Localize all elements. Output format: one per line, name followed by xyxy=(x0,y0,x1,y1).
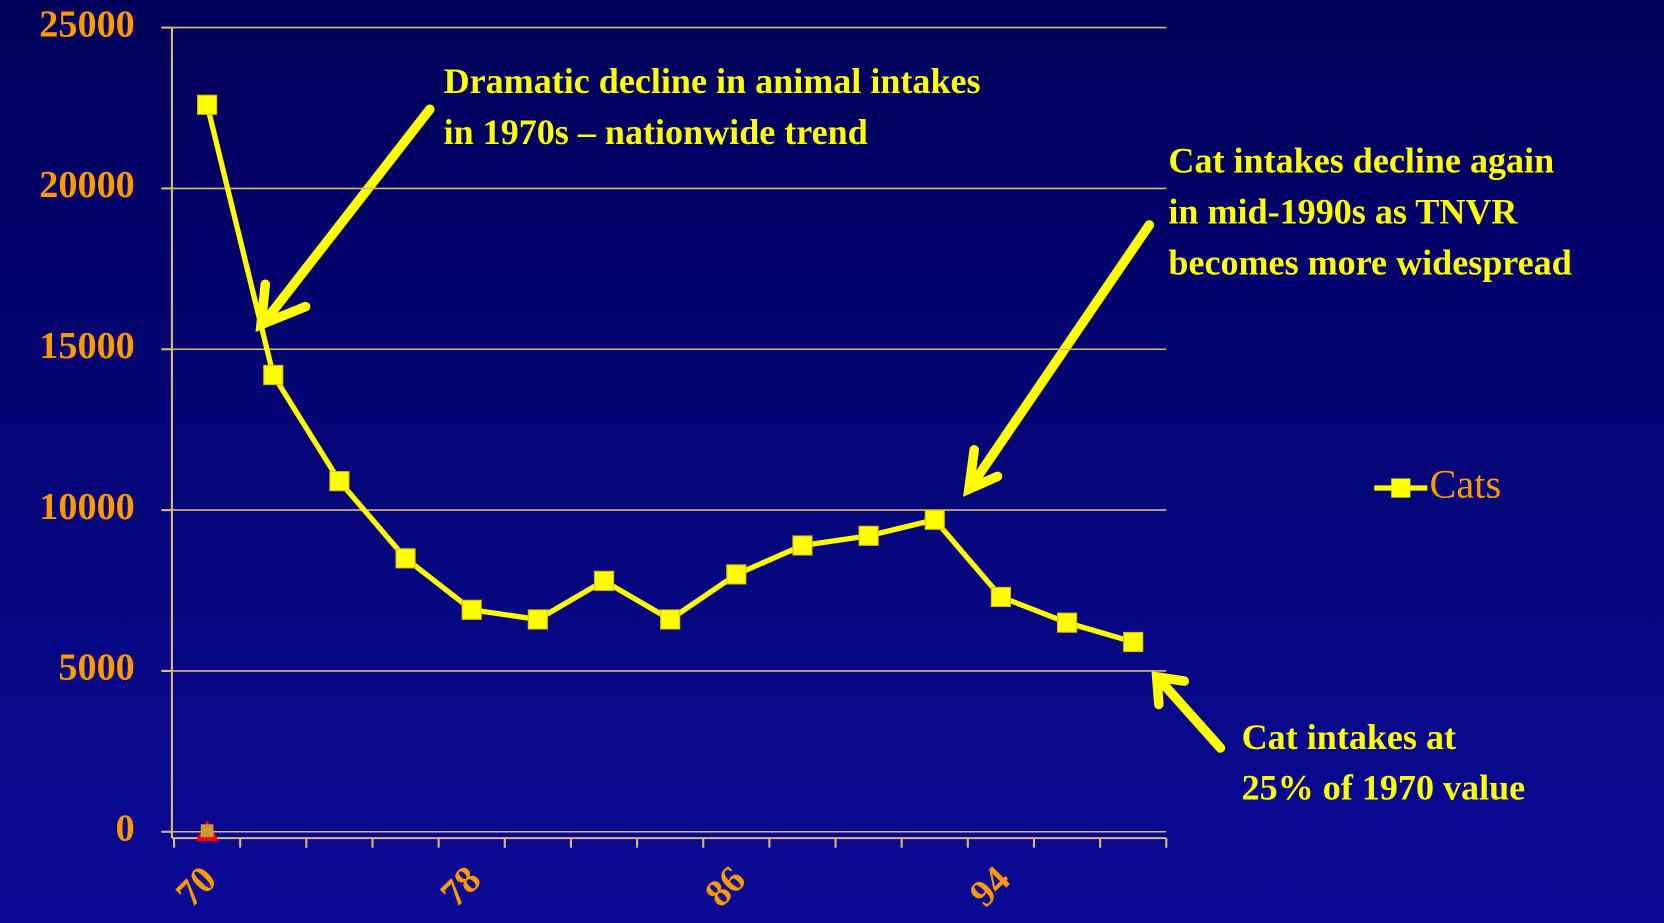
legend-marker xyxy=(1391,478,1411,498)
point-marker xyxy=(527,609,548,630)
arrow xyxy=(258,104,435,329)
y-tick-label: 25000 xyxy=(39,3,134,45)
point-marker xyxy=(990,586,1011,608)
annotation: Cat intakes decline again xyxy=(1168,141,1554,181)
y-tick-label: 0 xyxy=(116,808,135,850)
x-tick-label: 94 xyxy=(962,858,1019,915)
annotation: in 1970s – nationwide trend xyxy=(444,112,868,152)
point-marker xyxy=(924,509,945,530)
x-tick-label: 70 xyxy=(168,858,225,915)
point-marker xyxy=(660,609,681,630)
point-marker xyxy=(329,471,350,492)
y-tick-label: 10000 xyxy=(39,486,134,528)
y-tick-label: 15000 xyxy=(39,325,134,367)
annotation: in mid-1990s as TNVR xyxy=(1168,192,1518,232)
x-tick-label: 86 xyxy=(697,858,754,915)
point-marker xyxy=(1123,631,1144,653)
annotation: Dramatic decline in animal intakes xyxy=(444,61,981,101)
point-marker xyxy=(792,535,813,556)
annotation: Cat intakes at xyxy=(1242,717,1456,757)
annotation: becomes more widespread xyxy=(1168,243,1571,283)
y-tick-label: 20000 xyxy=(39,164,134,206)
point-marker xyxy=(593,570,615,591)
annotation: 25% of 1970 value xyxy=(1242,768,1526,808)
point-marker xyxy=(263,364,284,386)
point-marker xyxy=(858,525,879,546)
point-marker xyxy=(1056,612,1078,633)
point-marker xyxy=(726,564,747,585)
arrow xyxy=(1154,674,1226,753)
point-marker xyxy=(461,599,482,620)
arrow-head xyxy=(1151,671,1190,710)
point-marker xyxy=(197,94,218,115)
arrow xyxy=(965,220,1155,493)
arrow-head xyxy=(963,445,1003,497)
point-marker-overlay xyxy=(200,824,214,838)
y-tick-label: 5000 xyxy=(58,647,134,689)
x-tick-label: 78 xyxy=(433,858,490,915)
point-marker xyxy=(395,548,416,569)
legend-label: Cats xyxy=(1429,461,1501,506)
annotation-arrows xyxy=(255,104,1226,753)
series-line xyxy=(204,104,1134,645)
